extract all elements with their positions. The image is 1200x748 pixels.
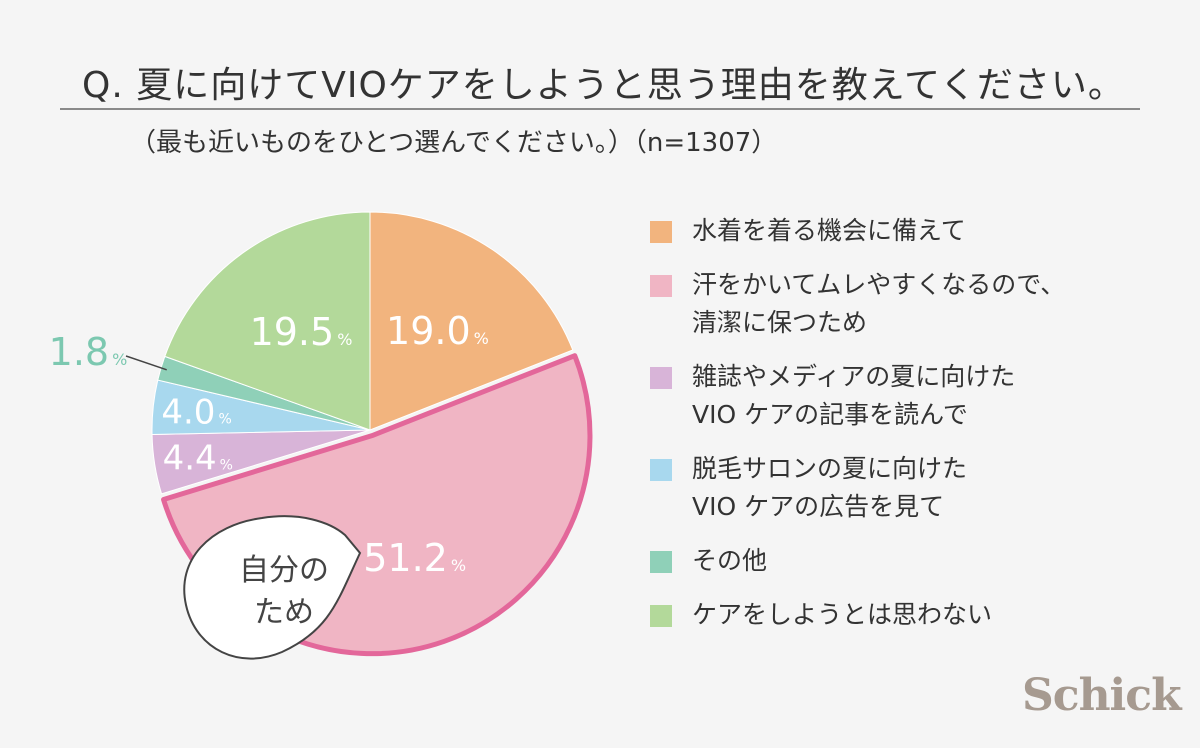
chart-legend: 水着を着る機会に備えて汗をかいてムレやすくなるので、 清潔に保つため 雑誌やメディ… [650,212,1190,634]
legend-item-0: 水着を着る機会に備えて [650,212,1190,250]
legend-label: 雑誌やメディアの夏に向けた VIO ケアの記事を読んで [692,362,1016,429]
legend-swatch [650,275,672,297]
legend-label: その他 [692,546,768,575]
legend-item-4: その他 [650,542,1190,580]
legend-swatch [650,221,672,243]
slice-value-label-5: 19.5% [250,310,353,354]
slice-value-label-1: 51.2% [363,536,466,580]
legend-swatch [650,367,672,389]
schick-logo: Schick [1022,670,1182,721]
legend-swatch [650,459,672,481]
leader-line [125,355,167,371]
callout-text-line-0: 自分の [239,553,329,588]
legend-item-5: ケアをしようとは思わない [650,596,1190,634]
legend-swatch [650,605,672,627]
legend-label: ケアをしようとは思わない [692,600,993,629]
slice-value-label-3: 4.0% [161,393,231,433]
legend-item-2: 雑誌やメディアの夏に向けた VIO ケアの記事を読んで [650,358,1190,434]
question-subtitle: （最も近いものをひとつ選んでください。）（n=1307） [130,128,778,158]
slice-value-label-2: 4.4% [163,438,233,478]
question-title: Q. 夏に向けてVIOケアをしようと思う理由を教えてください。 [82,65,1125,106]
legend-label: 脱毛サロンの夏に向けた VIO ケアの広告を見て [692,454,968,521]
speech-bubble [183,515,362,660]
slice-value-label-4: 1.8% [49,330,128,374]
pie-slice-5 [164,211,371,431]
callout-text-line-1: ため [254,595,314,630]
pie-slice-0 [369,211,574,431]
title-divider [60,108,1140,110]
legend-item-3: 脱毛サロンの夏に向けた VIO ケアの広告を見て [650,450,1190,526]
legend-swatch [650,551,672,573]
legend-item-1: 汗をかいてムレやすくなるので、 清潔に保つため [650,266,1190,342]
legend-label: 汗をかいてムレやすくなるので、 清潔に保つため [692,270,1066,337]
slice-value-label-0: 19.0% [386,309,489,353]
legend-label: 水着を着る機会に備えて [692,216,966,245]
